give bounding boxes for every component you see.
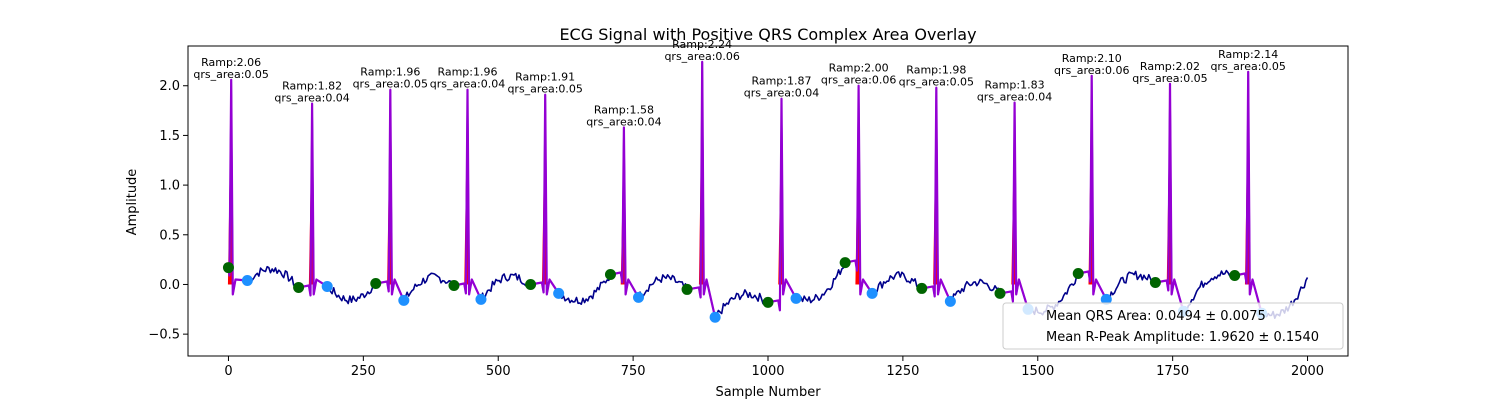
qrs-segment-line [1077,74,1108,300]
y-tick-label: 1.5 [159,129,180,144]
r-peak-amplitude-label: Ramp:2.10 [1062,52,1122,65]
legend: Mean QRS Area: 0.0494 ± 0.0075 Mean R-Pe… [1002,302,1344,350]
qrs-onset-marker [370,277,382,289]
r-peak-amplitude-label: Ramp:2.02 [1140,60,1200,73]
y-tick-label: 2.0 [159,79,180,94]
y-axis-label: Amplitude [125,169,140,236]
qrs-onset-marker [1072,268,1084,280]
qrs-offset-marker [709,311,721,323]
qrs-onset-marker [916,282,928,294]
x-tick-label: 1750 [1156,364,1189,379]
r-peak-amplitude-label: Ramp:1.83 [985,79,1045,92]
qrs-area-label: qrs_area:0.05 [1210,60,1285,73]
y-tick-label: 1.0 [159,179,180,194]
qrs-offset-marker [398,294,410,306]
qrs-onset-marker [604,269,616,281]
qrs-segment-line [1234,70,1263,314]
qrs-onset-marker [448,279,460,291]
plot-area: Ramp:2.06qrs_area:0.05Ramp:1.82qrs_area:… [187,38,1349,357]
r-peak-amplitude-label: Ramp:1.58 [594,103,654,116]
r-peak-amplitude-label: Ramp:2.24 [672,38,732,51]
x-tick-label: 0 [224,364,232,379]
qrs-segment-line [999,101,1030,310]
r-peak-amplitude-label: Ramp:1.96 [437,66,497,79]
r-peak-amplitude-label: Ramp:1.82 [282,80,342,93]
r-peak-amplitude-label: Ramp:1.98 [906,64,966,77]
y-tick-label: −0.5 [148,328,180,343]
y-tick-label: 0.5 [159,228,180,243]
qrs-area-label: qrs_area:0.05 [899,76,974,89]
qrs-offset-marker [790,292,802,304]
qrs-segment-line [1155,82,1185,312]
qrs-onset-marker [1229,270,1241,282]
x-tick-label: 2000 [1291,364,1324,379]
qrs-onset-marker [1149,276,1161,288]
qrs-area-label: qrs_area:0.06 [1054,64,1129,77]
qrs-segment-line [844,84,874,296]
x-axis-label: Sample Number [715,385,821,400]
qrs-segment-line [375,88,405,301]
legend-box [1002,302,1344,350]
qrs-onset-marker [681,283,693,295]
qrs-segment-line [227,78,248,296]
r-peak-amplitude-label: Ramp:1.87 [751,75,811,88]
qrs-onset-marker [994,287,1006,299]
qrs-offset-marker [553,287,565,299]
qrs-segment-line [530,93,560,296]
qrs-area-label: qrs_area:0.05 [193,68,268,81]
y-axis: −0.5 0.0 0.5 1.0 1.5 2.0 [148,79,188,343]
legend-entry-qrs-area: Mean QRS Area: 0.0494 ± 0.0075 [1046,309,1266,324]
qrs-area-label: qrs_area:0.05 [507,83,582,96]
r-peak-amplitude-label: Ramp:1.96 [360,66,420,79]
qrs-segment-line [686,60,717,318]
qrs-offset-marker [866,287,878,299]
x-tick-label: 1000 [751,364,784,379]
x-tick-label: 1500 [1021,364,1054,379]
qrs-area-label: qrs_area:0.04 [586,115,661,128]
x-tick-label: 750 [621,364,646,379]
qrs-segment-line [610,126,640,298]
qrs-onset-marker [762,296,774,308]
qrs-offset-marker [633,291,645,303]
qrs-area-label: qrs_area:0.06 [821,74,896,87]
qrs-offset-marker [475,293,487,305]
legend-entry-r-peak-amplitude: Mean R-Peak Amplitude: 1.9620 ± 0.1540 [1046,330,1319,345]
x-tick-label: 250 [351,364,376,379]
qrs-area-label: qrs_area:0.04 [430,78,505,91]
chart-title: ECG Signal with Positive QRS Complex Are… [559,25,976,44]
x-tick-label: 1250 [886,364,919,379]
qrs-offset-marker [241,274,253,286]
qrs-offset-marker [321,280,333,292]
qrs-onset-marker [839,257,851,269]
qrs-onset-marker [293,281,305,293]
x-axis: 0 250 500 750 1000 1250 1500 1750 2000 [224,356,1324,379]
qrs-area-label: qrs_area:0.05 [1132,72,1207,85]
r-peak-amplitude-label: Ramp:2.14 [1218,48,1278,61]
qrs-offset-marker [944,295,956,307]
r-peak-amplitude-label: Ramp:2.06 [201,56,261,69]
x-tick-label: 500 [486,364,511,379]
qrs-area-label: qrs_area:0.04 [744,87,819,100]
qrs-segment-line [298,102,328,297]
qrs-area-label: qrs_area:0.04 [274,92,349,105]
qrs-area-label: qrs_area:0.05 [353,78,428,91]
r-peak-amplitude-label: Ramp:1.91 [515,71,575,84]
qrs-onset-marker [222,262,234,274]
y-tick-label: 0.0 [159,278,180,293]
r-peak-amplitude-label: Ramp:2.00 [829,62,889,75]
qrs-area-label: qrs_area:0.04 [977,91,1052,104]
qrs-segment-line [767,97,798,312]
qrs-offset-marker [1100,293,1112,305]
qrs-onset-marker [525,278,537,290]
qrs-segment-line [453,88,482,300]
qrs-segment-line [921,86,952,302]
qrs-area-label: qrs_area:0.06 [664,50,739,63]
